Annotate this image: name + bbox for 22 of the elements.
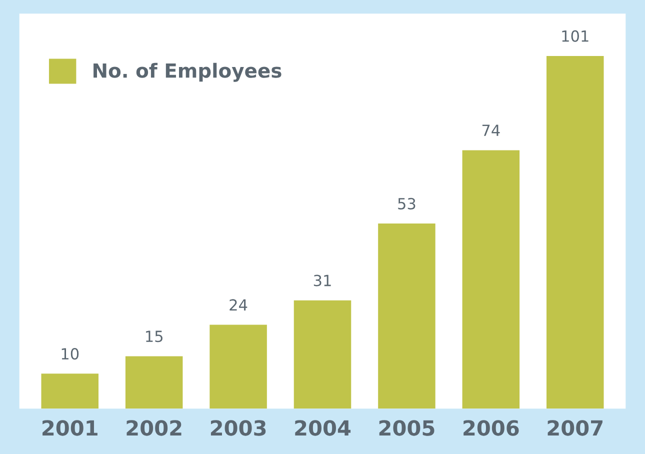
bar bbox=[546, 56, 604, 409]
data-label: 31 bbox=[314, 274, 331, 286]
data-label: 74 bbox=[482, 124, 500, 136]
bar bbox=[41, 374, 99, 409]
x-tick-label: 2006 bbox=[464, 420, 519, 436]
data-label: 101 bbox=[562, 30, 588, 42]
data-label: 10 bbox=[62, 348, 79, 360]
bar bbox=[125, 356, 183, 409]
bar bbox=[378, 224, 436, 409]
x-tick-label: 2005 bbox=[379, 420, 434, 436]
x-tick-label: 2002 bbox=[126, 420, 182, 436]
x-tick-label: 2004 bbox=[295, 420, 351, 436]
bar bbox=[210, 324, 267, 409]
bar bbox=[462, 150, 520, 409]
x-tick-label: 2001 bbox=[42, 420, 98, 436]
bar bbox=[294, 300, 352, 409]
x-tick-label: 2007 bbox=[548, 420, 602, 436]
data-label: 24 bbox=[230, 299, 248, 311]
data-label: 53 bbox=[398, 198, 416, 210]
legend-label: No. of Employees bbox=[94, 62, 282, 82]
data-label: 15 bbox=[146, 330, 162, 342]
x-tick-label: 2003 bbox=[210, 420, 266, 436]
